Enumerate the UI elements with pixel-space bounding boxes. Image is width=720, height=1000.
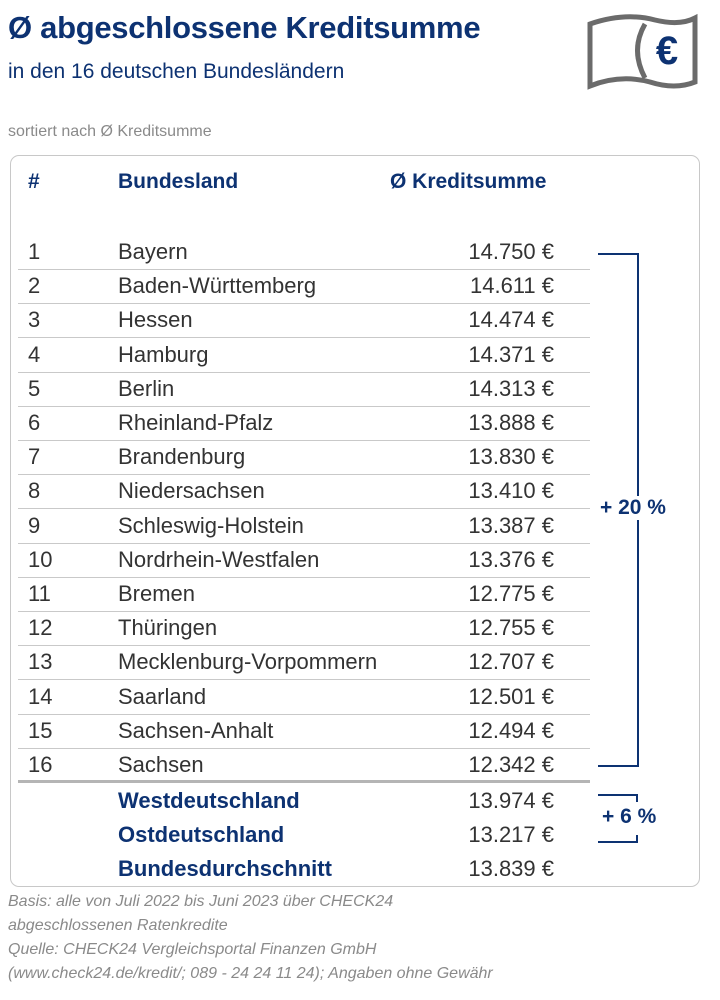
value-cell: 13.888 €: [468, 410, 554, 435]
summary-value: 13.974 €: [468, 788, 554, 813]
table-row: 1 Bayern 14.750 €: [18, 236, 590, 270]
column-header-rank: #: [28, 170, 40, 193]
table-row: 10 Nordrhein-Westfalen 13.376 €: [18, 544, 590, 578]
state-cell: Hamburg: [118, 341, 209, 367]
value-cell: 14.371 €: [468, 341, 554, 367]
value-cell: 13.830 €: [468, 444, 554, 470]
table-row: 9 Schleswig-Holstein 13.387 €: [18, 510, 590, 544]
bracket-tick: [636, 794, 638, 802]
state-cell: Brandenburg: [118, 444, 246, 470]
page-subtitle: in den 16 deutschen Bundesländern: [8, 60, 345, 83]
value-cell: 12.501 €: [468, 683, 554, 709]
table-row: 4 Hamburg 14.371 €: [18, 339, 590, 373]
rank-cell: 9: [28, 512, 41, 538]
table-row: 16 Sachsen 12.342 €: [18, 749, 590, 783]
table-row: 15 Sachsen-Anhalt 12.494 €: [18, 715, 590, 749]
table-row: 3 Hessen 14.474 €: [18, 304, 590, 339]
table-row: 14 Saarland 12.501 €: [18, 681, 590, 715]
footer-line: abgeschlossenen Ratenkredite: [8, 917, 228, 934]
range-percent-label: + 20 %: [598, 496, 668, 520]
euro-banknote-icon: €: [587, 13, 698, 90]
state-cell: Thüringen: [118, 615, 218, 641]
sort-note: sortiert nach Ø Kreditsumme: [8, 123, 212, 140]
value-cell: 13.410 €: [468, 478, 554, 504]
summary-row: Bundesdurchschnitt 13.839 €: [18, 853, 590, 887]
east-west-bracket: [598, 794, 638, 843]
summary-value: 13.839 €: [468, 856, 554, 881]
rank-cell: 14: [28, 683, 53, 709]
rank-cell: 15: [28, 717, 53, 743]
footer-line: Basis: alle von Juli 2022 bis Juni 2023 …: [8, 893, 394, 910]
summary-row: Westdeutschland 13.974 €: [18, 785, 590, 819]
table-row: 5 Berlin 14.313 €: [18, 373, 590, 407]
state-cell: Niedersachsen: [118, 478, 265, 504]
rank-cell: 7: [28, 444, 41, 470]
column-header-state: Bundesland: [118, 170, 239, 193]
value-cell: 14.750 €: [468, 239, 554, 264]
svg-text:€: €: [656, 29, 678, 73]
table-row: 2 Baden-Württemberg 14.611 €: [18, 270, 590, 305]
state-cell: Rheinland-Pfalz: [118, 410, 274, 435]
state-cell: Mecklenburg-Vorpommern: [118, 649, 378, 675]
table-row: 13 Mecklenburg-Vorpommern 12.707 €: [18, 646, 590, 681]
summary-label: Bundesdurchschnitt: [118, 856, 332, 881]
value-cell: 12.755 €: [468, 615, 554, 641]
state-cell: Hessen: [118, 307, 193, 333]
table-row: 6 Rheinland-Pfalz 13.888 €: [18, 407, 590, 441]
state-cell: Schleswig-Holstein: [118, 512, 304, 538]
state-cell: Sachsen: [118, 752, 204, 777]
table-row: 12 Thüringen 12.755 €: [18, 612, 590, 647]
rank-cell: 11: [28, 581, 51, 606]
state-cell: Baden-Württemberg: [118, 273, 317, 299]
value-cell: 12.707 €: [468, 649, 554, 675]
summary-row: Ostdeutschland 13.217 €: [18, 819, 590, 853]
state-cell: Berlin: [118, 375, 175, 401]
value-cell: 14.313 €: [468, 375, 554, 401]
value-cell: 14.474 €: [468, 307, 554, 333]
page-title: Ø abgeschlossene Kreditsumme: [8, 10, 481, 45]
state-cell: Sachsen-Anhalt: [118, 717, 274, 743]
rank-cell: 5: [28, 375, 41, 401]
value-cell: 12.775 €: [468, 581, 554, 606]
rank-cell: 4: [28, 341, 41, 367]
state-cell: Bayern: [118, 239, 188, 264]
summary-value: 13.217 €: [468, 822, 554, 847]
footer-line: (www.check24.de/kredit/; 089 - 24 24 11 …: [8, 965, 493, 982]
column-header-value: Ø Kreditsumme: [390, 170, 547, 193]
value-cell: 14.611 €: [469, 273, 554, 299]
value-cell: 13.376 €: [468, 546, 554, 572]
rank-cell: 8: [28, 478, 41, 504]
rank-cell: 3: [28, 307, 41, 333]
value-cell: 12.342 €: [468, 752, 554, 777]
bracket-tick: [636, 835, 638, 843]
summary-label: Ostdeutschland: [118, 822, 285, 847]
rank-cell: 2: [28, 273, 41, 299]
rank-cell: 16: [28, 752, 53, 777]
rank-cell: 13: [28, 649, 53, 675]
rank-cell: 1: [28, 239, 41, 264]
table-row: 8 Niedersachsen 13.410 €: [18, 475, 590, 510]
east-west-percent-label: + 6 %: [600, 805, 659, 829]
rank-cell: 6: [28, 410, 41, 435]
value-cell: 13.387 €: [468, 512, 554, 538]
state-cell: Bremen: [118, 581, 196, 606]
table-row: 11 Bremen 12.775 €: [18, 578, 590, 612]
value-cell: 12.494 €: [468, 717, 554, 743]
rank-cell: 10: [28, 546, 53, 572]
state-cell: Nordrhein-Westfalen: [118, 546, 320, 572]
summary-label: Westdeutschland: [118, 788, 300, 813]
state-cell: Saarland: [118, 683, 207, 709]
rank-cell: 12: [28, 615, 53, 641]
table-row: 7 Brandenburg 13.830 €: [18, 441, 590, 476]
table-container: [10, 155, 700, 887]
footer-line: Quelle: CHECK24 Vergleichsportal Finanze…: [8, 941, 377, 958]
